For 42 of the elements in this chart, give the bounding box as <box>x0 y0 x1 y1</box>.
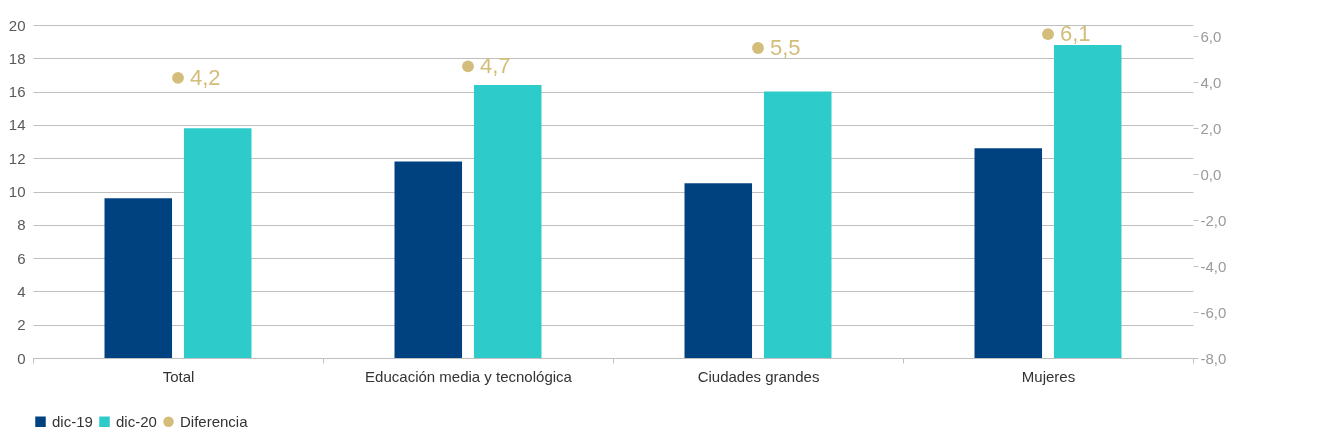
y-tick-label: 2 <box>17 316 26 334</box>
bar <box>684 183 753 358</box>
legend-label: dic-20 <box>116 412 157 429</box>
y2-tick-label: 6,0 <box>1200 27 1222 45</box>
point <box>462 60 474 73</box>
bar <box>473 84 542 358</box>
x-tick-label: Mujeres <box>1021 367 1076 385</box>
data-label: 4,7 <box>480 53 511 79</box>
y-tick-label: 4 <box>17 282 26 300</box>
y-tick-label: 6 <box>17 249 26 267</box>
legend-label: Diferencia <box>180 412 249 429</box>
y2-tick-label: -6,0 <box>1200 303 1227 321</box>
x-tick-label: Total <box>162 367 195 385</box>
y2-tick-label: -8,0 <box>1200 349 1227 367</box>
y-tick-label: 8 <box>17 216 26 234</box>
x-tick-label: Ciudades grandes <box>697 367 820 385</box>
y2-tick-label: -2,0 <box>1200 211 1227 229</box>
y-tick-label: 16 <box>8 83 26 101</box>
y-tick-label: 10 <box>8 183 26 200</box>
point <box>1042 28 1054 41</box>
y2-tick-label: 2,0 <box>1200 119 1222 137</box>
y2-tick-label: 4,0 <box>1200 73 1222 91</box>
bar <box>104 198 173 358</box>
y2-tick-label: 0,0 <box>1200 165 1222 183</box>
point <box>752 42 764 54</box>
bar <box>183 128 252 358</box>
bar <box>1053 44 1122 358</box>
bar <box>394 161 463 358</box>
legend-label: dic-19 <box>52 412 93 429</box>
y-tick-label: 0 <box>17 349 26 367</box>
y-tick-label: 18 <box>8 49 26 67</box>
bar <box>974 148 1043 358</box>
x-tick-label: Educación media y tecnológica <box>365 367 573 385</box>
point <box>172 71 184 84</box>
bar <box>763 91 832 358</box>
y-tick-label: 14 <box>8 116 26 134</box>
y-tick-label: 12 <box>8 149 26 167</box>
data-label: 5,5 <box>770 34 801 60</box>
data-label: 4,2 <box>190 64 221 90</box>
y2-tick-label: -4,0 <box>1200 257 1227 275</box>
y-tick-label: 20 <box>8 16 26 34</box>
data-label: 6,1 <box>1060 21 1091 47</box>
